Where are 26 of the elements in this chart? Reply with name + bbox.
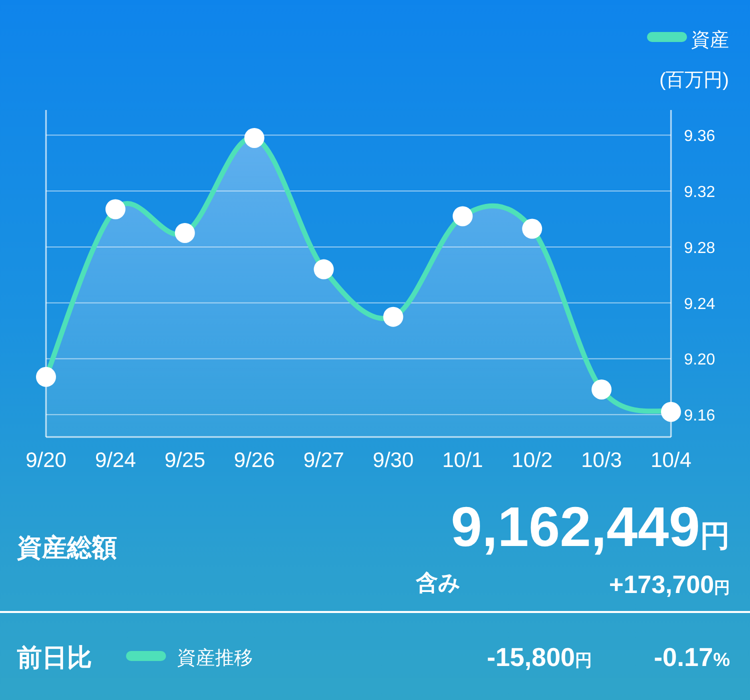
annotation: 前日比: [17, 644, 92, 672]
annotation: -0.17%: [654, 642, 730, 672]
legend-label: 資産: [691, 29, 729, 51]
annotation: -15,800円: [486, 642, 592, 672]
y-tick-label: 9.16: [684, 408, 716, 425]
x-tick-label: 9/25: [164, 449, 206, 472]
y-tick-label: 9.24: [684, 296, 716, 313]
x-tick-label: 9/26: [234, 449, 275, 472]
annotation: 資産総額: [17, 534, 117, 562]
y-axis-title: (百万円): [659, 70, 729, 91]
y-tick-label: 9.32: [684, 184, 716, 202]
annotation: +173,700円: [609, 571, 730, 599]
annotation: 含み: [416, 570, 461, 595]
y-tick-label: 9.36: [684, 128, 716, 146]
x-tick-label: 9/24: [95, 449, 136, 472]
x-tick-label: 10/2: [512, 449, 553, 472]
y-tick-label: 9.20: [684, 352, 716, 369]
x-tick-label: 10/3: [581, 449, 622, 472]
x-tick-label: 9/27: [303, 449, 344, 472]
x-tick-label: 10/4: [650, 449, 692, 472]
annotation: 資産推移: [126, 648, 253, 669]
x-tick-label: 9/30: [372, 449, 414, 472]
x-tick-label: 9/20: [26, 449, 66, 472]
x-tick-label: 10/1: [442, 449, 484, 472]
annotation: 9,162,449円: [450, 495, 730, 558]
y-tick-label: 9.28: [684, 240, 716, 257]
